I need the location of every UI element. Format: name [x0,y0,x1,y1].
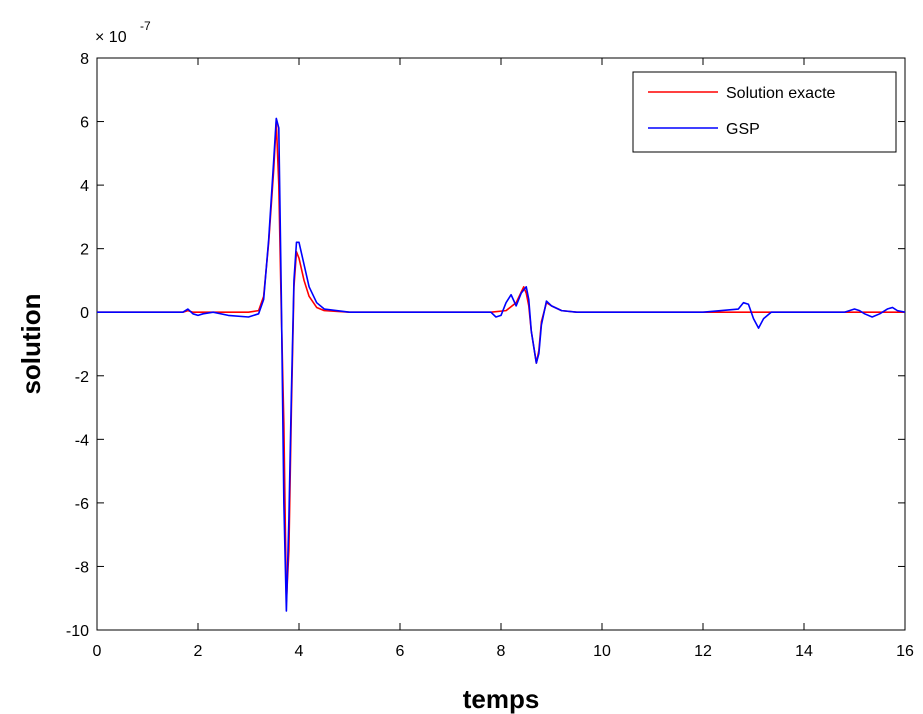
plot-area [96,57,906,631]
exponent-label: × 10 [95,29,127,46]
legend-label-solution-exacte: Solution exacte [726,85,836,102]
y-axis-title: solution [16,293,46,394]
x-tick-label: 10 [593,643,611,660]
x-tick-label: 8 [497,643,506,660]
y-tick-label: 8 [80,51,89,68]
legend-label-gsp: GSP [726,121,760,138]
axis-ticks: 0 2 4 6 8 10 12 14 16 -10 -8 -6 -4 -2 0 2 4 6 8 [66,51,914,660]
x-tick-label: 16 [896,643,914,660]
x-tick-label: 2 [194,643,203,660]
y-tick-label: -6 [75,496,89,513]
legend: Solution exacte GSP [632,71,897,153]
series-group [97,117,906,612]
y-tick-label: 2 [80,242,89,259]
series-line-gsp [97,117,906,612]
y-tick-label: 6 [80,115,89,132]
y-tick-label: -4 [75,432,89,449]
x-tick-label: 6 [396,643,405,660]
y-tick-label: -10 [66,623,89,640]
x-tick-label: 0 [93,643,102,660]
y-tick-label: 0 [80,305,89,322]
x-axis-title: temps [463,684,540,714]
y-tick-label: -2 [75,369,89,386]
y-tick-label: 4 [80,178,89,195]
x-tick-label: 12 [694,643,712,660]
legend-box [632,71,897,153]
x-tick-label: 14 [795,643,813,660]
y-tick-label: -8 [75,559,89,576]
exponent-power: -7 [140,19,151,33]
x-tick-label: 4 [295,643,304,660]
